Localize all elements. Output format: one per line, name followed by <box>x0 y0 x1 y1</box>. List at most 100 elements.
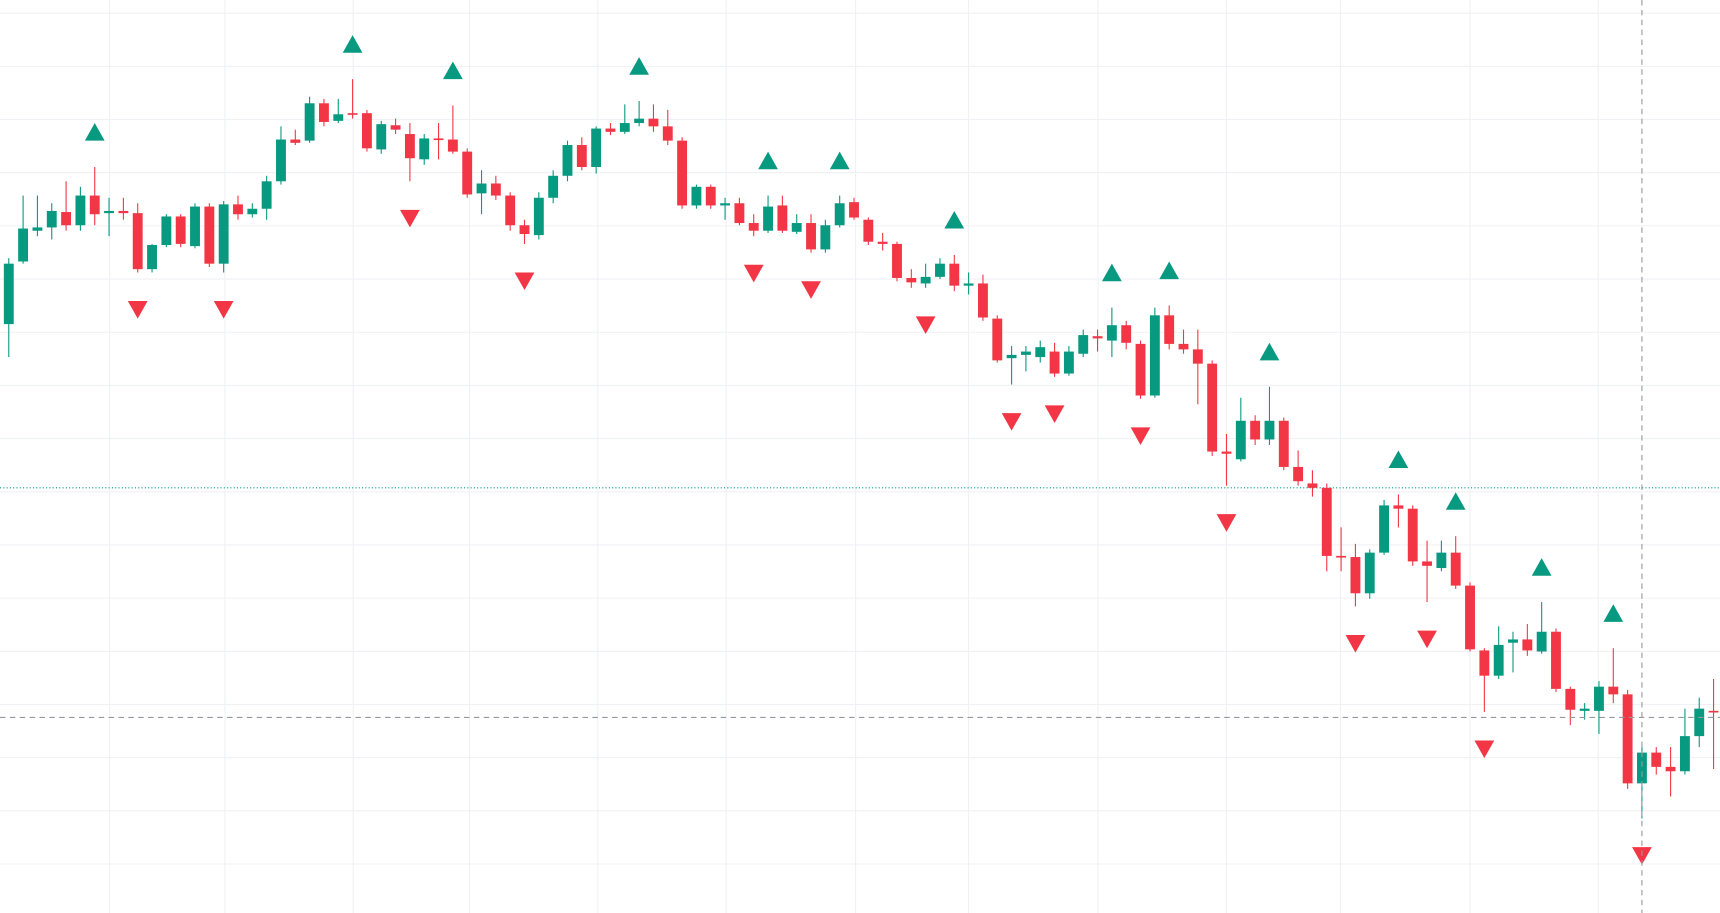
candle-body <box>18 228 29 262</box>
fractal-up-marker <box>1603 604 1624 622</box>
fractal-up-marker <box>944 210 965 229</box>
candle-body <box>720 203 731 206</box>
candle-body <box>777 205 788 231</box>
fractal-up-marker <box>1531 558 1552 576</box>
candle-body <box>834 203 845 226</box>
candle-body <box>1121 325 1132 343</box>
candle-body <box>1264 420 1275 440</box>
candle-body <box>1192 349 1203 364</box>
candle-body <box>1078 335 1089 354</box>
candle-body <box>562 145 573 176</box>
fractal-down-marker <box>400 209 420 228</box>
candle-body <box>304 103 315 141</box>
candle-body <box>132 213 143 270</box>
fractal-down-marker <box>1001 413 1022 431</box>
fractal-down-marker <box>1216 514 1237 532</box>
candle-body <box>261 181 272 209</box>
candle-body <box>1379 505 1390 553</box>
candle-body <box>734 203 745 224</box>
candle-body <box>1350 557 1361 594</box>
candle-body <box>75 195 86 226</box>
candle-body <box>1250 420 1261 440</box>
candle-body <box>791 223 802 232</box>
candle-body <box>1679 736 1690 772</box>
candle-body <box>1006 354 1017 359</box>
candle-body <box>1293 466 1304 482</box>
fractal-down-marker <box>1474 740 1495 759</box>
fractal-up-marker <box>1259 342 1280 361</box>
candle-body <box>404 134 415 159</box>
candle-body <box>1694 708 1705 737</box>
candle-body <box>920 276 931 284</box>
candle-body <box>877 241 888 244</box>
candle-body <box>1608 686 1619 695</box>
candle-body <box>1450 552 1461 586</box>
fractal-up-marker <box>1159 261 1180 280</box>
candle-body <box>1637 752 1647 784</box>
candle-body <box>978 283 988 318</box>
candle-body <box>204 206 215 264</box>
candle-body <box>548 175 559 198</box>
candle-body <box>1135 343 1146 396</box>
candle-body <box>1594 686 1604 711</box>
candle-body <box>519 225 530 235</box>
candle-body <box>705 186 716 206</box>
candle-body <box>1651 752 1662 767</box>
candle-body <box>1020 351 1031 355</box>
candle-body <box>1178 343 1189 350</box>
candle-body <box>648 118 659 127</box>
candle-body <box>806 223 816 250</box>
fractal-up-marker <box>1102 263 1122 282</box>
candle-body <box>118 210 129 214</box>
candle-body <box>677 140 688 206</box>
fractal-up-marker <box>1445 492 1466 510</box>
candle-body <box>276 139 286 182</box>
candle-body <box>1508 639 1518 643</box>
candle-body <box>1479 650 1490 676</box>
fractal-up-marker <box>443 61 463 80</box>
candle-body <box>1708 710 1719 713</box>
candle-body <box>591 128 602 167</box>
candle-body <box>533 197 544 236</box>
candle-body <box>390 125 401 130</box>
candle-body <box>605 128 616 132</box>
candle-body <box>1307 483 1318 488</box>
candle-body <box>462 151 473 195</box>
candle-body <box>849 202 859 218</box>
candle-body <box>1164 315 1175 344</box>
candle-body <box>218 204 229 264</box>
candle-body <box>490 183 501 196</box>
candle-body <box>662 126 673 141</box>
candle-body <box>1207 363 1218 452</box>
fractal-down-marker <box>127 301 148 319</box>
candle-body <box>1393 505 1404 509</box>
fractal-down-marker <box>801 281 821 299</box>
candle-body <box>447 139 458 152</box>
fractal-up-marker <box>829 151 850 170</box>
candle-body <box>1049 351 1060 374</box>
candle-body <box>1364 552 1375 594</box>
candle-body <box>61 212 72 226</box>
fractal-down-marker <box>1130 427 1151 445</box>
candle-body <box>1063 351 1074 374</box>
candle-body <box>361 113 372 149</box>
candle-body <box>949 263 960 286</box>
candle-body <box>1665 766 1676 772</box>
candle-body <box>1149 315 1160 396</box>
fractal-down-marker <box>743 264 764 283</box>
candle-body <box>1092 336 1103 339</box>
fractal-up-marker <box>1388 450 1409 469</box>
candle-body <box>3 263 14 325</box>
candle-body <box>233 204 243 215</box>
candle-body <box>161 216 172 246</box>
candle-body <box>576 145 587 167</box>
fractal-down-marker <box>213 301 234 319</box>
candle-body <box>247 208 258 215</box>
candle-body <box>147 245 157 270</box>
fractal-down-marker <box>1345 635 1366 653</box>
candle-body <box>175 216 186 244</box>
candle-body <box>46 210 57 228</box>
fractal-down-marker <box>514 272 535 291</box>
candle-body <box>634 118 645 124</box>
